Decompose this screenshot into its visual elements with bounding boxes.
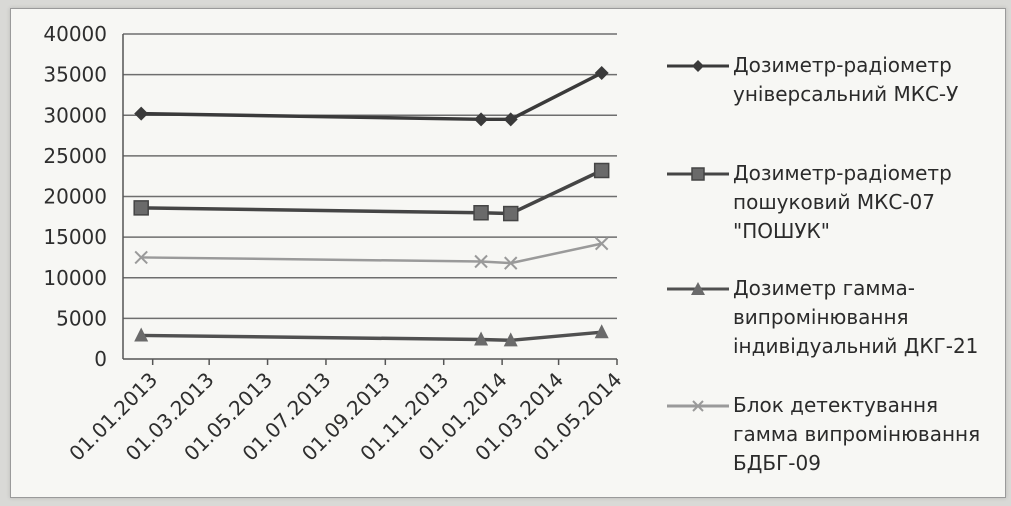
data-point-series-2 (473, 205, 489, 221)
series-line-3 (141, 330, 602, 343)
legend: Дозиметр-радіометр універсальний МКС-У Д… (663, 39, 1003, 489)
data-point-series-3 (474, 331, 489, 346)
data-point-series-1 (503, 112, 518, 127)
data-point-series-4 (504, 256, 518, 270)
legend-label: Дозиметр-радіометр універсальний МКС-У (733, 53, 959, 106)
data-point-series-2 (502, 205, 519, 222)
y-tick-label: 25000 (43, 144, 107, 168)
data-point-series-2 (593, 162, 610, 179)
data-point-series-2 (133, 200, 149, 216)
y-tick-label: 40000 (43, 22, 107, 46)
data-point-series-4 (474, 254, 488, 269)
y-tick-label: 15000 (43, 225, 107, 249)
data-point-series-4 (134, 250, 148, 265)
series-line-1 (141, 71, 603, 122)
y-tick-label: 10000 (43, 266, 107, 290)
y-tick-label: 30000 (43, 103, 107, 127)
legend-marker-triangle-icon (667, 282, 729, 295)
data-point-series-1 (594, 66, 609, 80)
series-line-2 (141, 168, 603, 216)
legend-label: Дозиметр гамма- випромінювання індивідуа… (733, 276, 979, 358)
chart-figure: 0 5000 10000 15000 20000 25000 30000 35000 40000… (10, 8, 1006, 498)
data-point-series-3 (594, 324, 609, 339)
y-tick-label: 20000 (43, 185, 107, 209)
line-chart: 0 5000 10000 15000 20000 25000 30000 35000 40000… (43, 22, 626, 466)
legend-label: Блок детектування гамма випромінювання Б… (733, 393, 981, 475)
y-tick-label: 0 (94, 347, 107, 371)
series-line-4 (141, 242, 602, 265)
data-point-series-1 (474, 112, 489, 127)
data-point-series-1 (134, 106, 149, 121)
legend-label: Дозиметр-радіометр пошуковий МКС-07 "ПОШ… (733, 161, 952, 243)
data-point-series-3 (134, 327, 149, 342)
legend-marker-square-icon (667, 167, 729, 181)
y-tick-label: 35000 (43, 63, 107, 87)
data-point-series-4 (594, 236, 609, 251)
legend-marker-x-icon (667, 400, 729, 412)
legend-marker-diamond-icon (667, 60, 729, 72)
data-point-series-3 (503, 332, 518, 347)
y-tick-label: 5000 (56, 306, 107, 330)
